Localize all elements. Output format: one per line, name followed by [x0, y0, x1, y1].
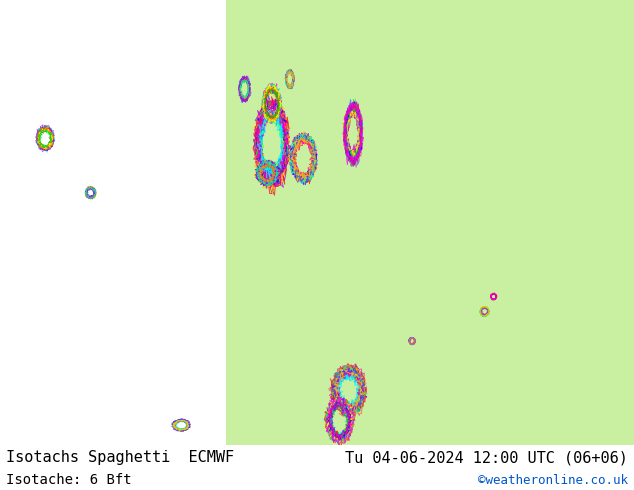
- Text: ©weatheronline.co.uk: ©weatheronline.co.uk: [477, 473, 628, 487]
- Text: Isotache: 6 Bft: Isotache: 6 Bft: [6, 473, 132, 487]
- Text: Isotachs Spaghetti  ECMWF: Isotachs Spaghetti ECMWF: [6, 450, 235, 465]
- Text: Tu 04-06-2024 12:00 UTC (06+06): Tu 04-06-2024 12:00 UTC (06+06): [345, 450, 628, 465]
- Bar: [226, 0, 634, 445]
